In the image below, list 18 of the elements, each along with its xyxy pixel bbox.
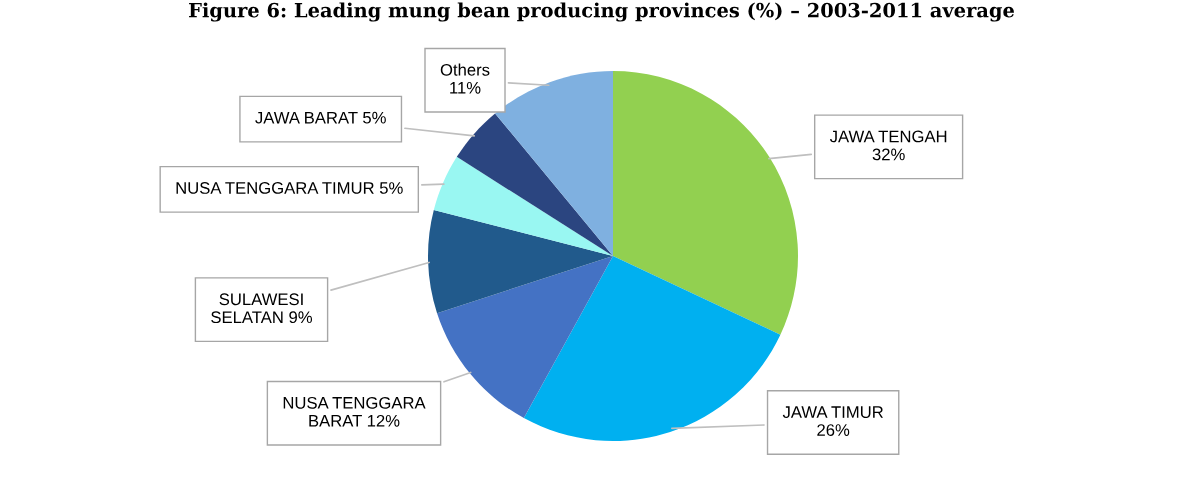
slice-label: NUSA TENGGARA BARAT 12% <box>283 396 426 427</box>
slice-label: SULAWESI SELATAN 9% <box>211 293 313 324</box>
pie-slice <box>495 71 613 256</box>
pie-slice <box>433 156 613 256</box>
slice-label: JAWA TIMUR <box>782 406 883 418</box>
slice-label: NUSA TENGGARA TIMUR 5% <box>176 182 403 194</box>
data-label: 26% <box>817 424 850 436</box>
pie-slice <box>437 256 613 419</box>
chart-title: Figure 6: Leading mung bean producing provinces (%) – 2003-2011 average <box>189 2 1014 22</box>
slice-label: JAWA TENGAH <box>829 130 947 143</box>
slice-label: JAWA BARAT 5% <box>255 111 386 124</box>
slice-label: Others <box>440 63 490 76</box>
pie-slice <box>456 113 613 256</box>
pie-slice <box>428 209 613 314</box>
pie-slice <box>613 71 798 335</box>
pie-slice <box>523 256 781 441</box>
data-label: 11% <box>450 81 481 94</box>
data-label: 32% <box>872 148 905 161</box>
